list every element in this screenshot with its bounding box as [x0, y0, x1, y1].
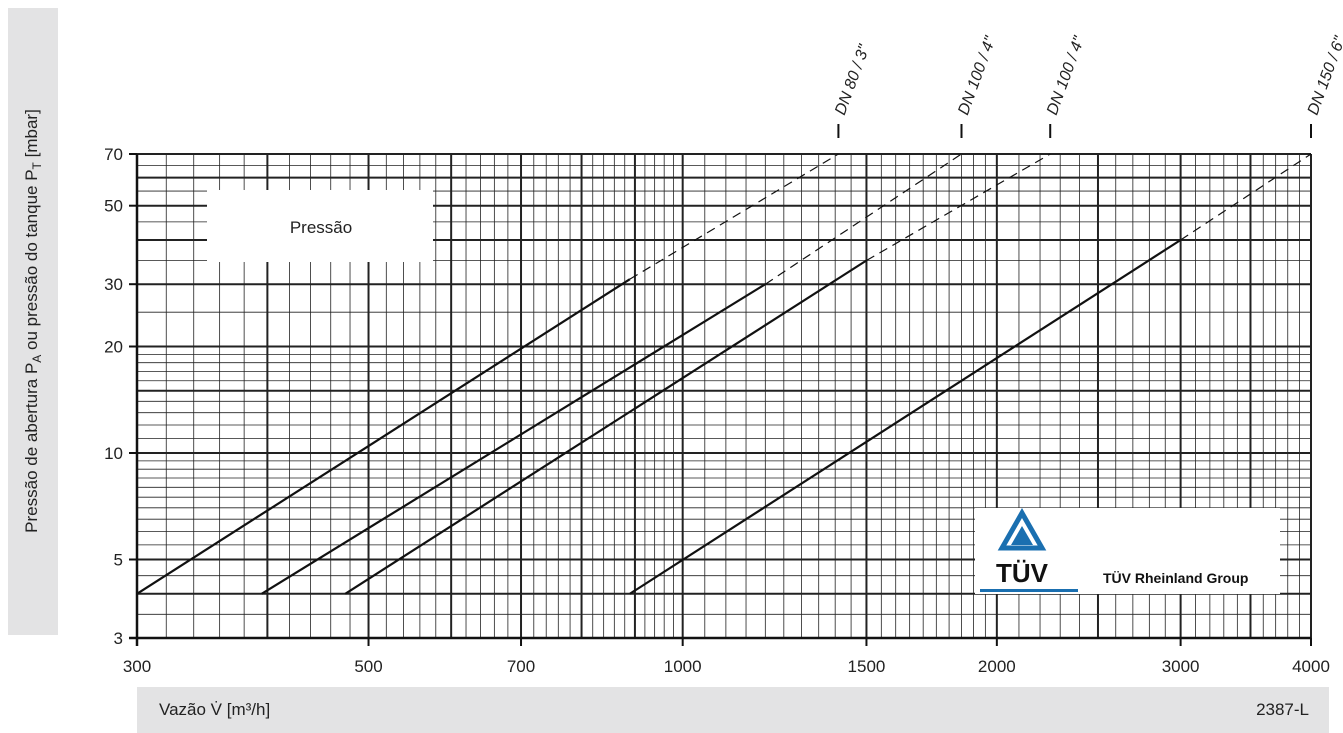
x-tick-label: 500 — [354, 657, 382, 676]
y-tick-label: 10 — [104, 444, 123, 463]
y-tick-label: 30 — [104, 275, 123, 294]
x-tick-label: 300 — [123, 657, 151, 676]
y-tick-label: 20 — [104, 337, 123, 356]
series-line-dashed — [1180, 153, 1312, 241]
y-tick-label: 5 — [114, 551, 123, 570]
y-axis-label-panel — [8, 8, 58, 635]
pressure-flow-chart: DN 80 / 3" DN 100 / 4" DN 100 / 4" DN 150 /… — [104, 33, 1343, 676]
x-tick-label: 4000 — [1292, 657, 1330, 676]
series-name-label: DN 150 / 6" — [1305, 33, 1343, 117]
series-name-label: DN 80 / 3" — [832, 41, 873, 117]
y-tick-label: 70 — [104, 145, 123, 164]
series-name-label: DN 100 / 4" — [955, 33, 1000, 117]
series-line-dashed — [629, 153, 839, 280]
x-tick-label: 1000 — [664, 657, 702, 676]
series-name-label: DN 100 / 4" — [1044, 33, 1089, 117]
x-axis-label: Vazão V̇ [m³/h] — [159, 700, 271, 719]
series-line-solid — [136, 278, 631, 595]
figure-code: 2387-L — [1256, 700, 1309, 719]
tuv-group-name: TÜV Rheinland Group — [1103, 570, 1248, 586]
series-line-dashed — [866, 153, 1051, 262]
series-line-solid — [344, 259, 868, 595]
plot-frame — [129, 154, 1311, 646]
y-tick-label: 50 — [104, 197, 123, 216]
x-tick-label: 700 — [507, 657, 535, 676]
grid — [136, 153, 1312, 639]
tuv-underline — [980, 589, 1078, 592]
y-tick-label: 3 — [114, 629, 123, 648]
overlays: Pressão TÜV TÜV Rheinland Group — [207, 190, 1280, 594]
legend-box-label: Pressão — [290, 218, 352, 237]
series-line-solid — [629, 239, 1182, 595]
tuv-triangle-icon — [997, 507, 1047, 551]
x-tick-label: 2000 — [978, 657, 1016, 676]
tuv-triangle-inner-icon — [1011, 526, 1033, 545]
series-line-solid — [261, 283, 766, 595]
x-axis-label-panel: Vazão V̇ [m³/h] 2387-L — [137, 687, 1329, 733]
legend-box-bg — [207, 190, 433, 262]
series-line-dashed — [764, 153, 962, 285]
tuv-brand: TÜV — [996, 558, 1049, 588]
x-tick-label: 3000 — [1162, 657, 1200, 676]
tick-labels: 300 500 700 1000 1500 2000 3000 4000 3 5 10 20 30 50 7… — [104, 145, 1330, 676]
x-tick-label: 1500 — [848, 657, 886, 676]
